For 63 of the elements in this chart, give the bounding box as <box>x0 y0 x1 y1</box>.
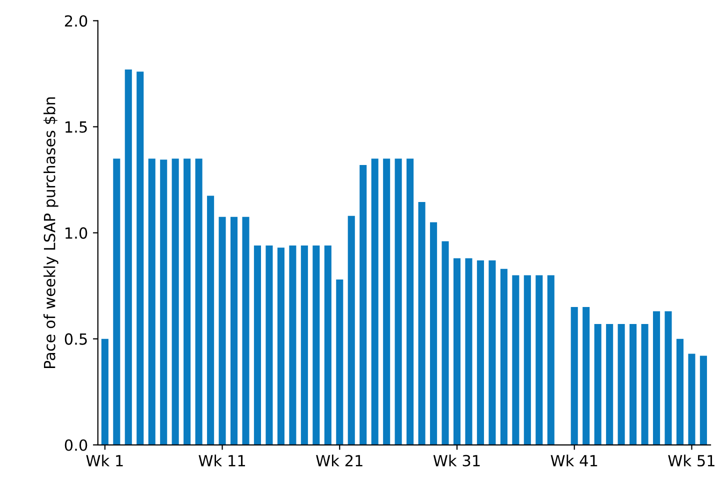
bar <box>418 202 426 445</box>
bar <box>312 246 320 445</box>
x-tick-label: Wk 41 <box>550 454 598 466</box>
bar <box>442 241 449 445</box>
bar <box>300 246 308 445</box>
bar <box>630 324 637 445</box>
bar <box>230 216 238 445</box>
x-tick-label: Wk 11 <box>198 454 245 466</box>
bar <box>524 275 531 445</box>
bar <box>266 246 273 445</box>
y-axis-title: Pace of weekly LSAP purchases $bn <box>44 97 58 368</box>
bar <box>360 164 367 445</box>
bar <box>136 72 144 445</box>
bar <box>277 248 284 445</box>
bar <box>336 279 344 445</box>
bar <box>465 258 472 445</box>
y-tick-label: 1.0 <box>66 227 88 239</box>
bar <box>664 311 672 445</box>
bar <box>488 260 496 445</box>
bar <box>113 158 120 445</box>
bar <box>594 324 602 445</box>
bar <box>430 222 438 445</box>
x-tick-label: Wk 1 <box>86 454 123 466</box>
bar <box>348 216 355 445</box>
bar <box>500 268 508 445</box>
bar <box>676 338 684 445</box>
x-tick-label: Wk 51 <box>668 454 714 466</box>
bar <box>582 307 590 445</box>
bar <box>172 158 179 445</box>
bar <box>184 158 191 445</box>
bar <box>394 158 402 445</box>
bar <box>570 307 578 445</box>
bar <box>160 160 168 445</box>
bar <box>218 216 226 445</box>
bar <box>148 158 156 445</box>
bar <box>406 158 414 445</box>
bar <box>453 258 461 445</box>
bar <box>512 275 520 445</box>
bar <box>254 246 262 445</box>
bar <box>324 246 332 445</box>
bar <box>124 70 132 445</box>
y-tick-label: 0.5 <box>64 333 87 345</box>
bar <box>688 354 696 445</box>
bar <box>289 246 296 445</box>
bar <box>652 311 660 445</box>
bar <box>476 260 484 445</box>
bar <box>101 338 108 445</box>
bar <box>606 324 614 445</box>
y-tick-label: 1.5 <box>66 121 87 133</box>
bar <box>371 158 378 445</box>
x-tick-label: Wk 31 <box>433 454 480 466</box>
y-tick-label: 2.0 <box>64 15 88 27</box>
bar <box>536 275 543 445</box>
bar <box>700 356 707 445</box>
bar <box>383 158 390 445</box>
bar <box>618 324 625 445</box>
bar <box>547 275 554 445</box>
bar <box>641 324 648 445</box>
x-tick-label: Wk 21 <box>316 454 362 466</box>
bar <box>195 158 202 445</box>
y-tick-label: 0.0 <box>64 439 88 451</box>
bar <box>207 196 214 445</box>
bar <box>242 216 250 445</box>
